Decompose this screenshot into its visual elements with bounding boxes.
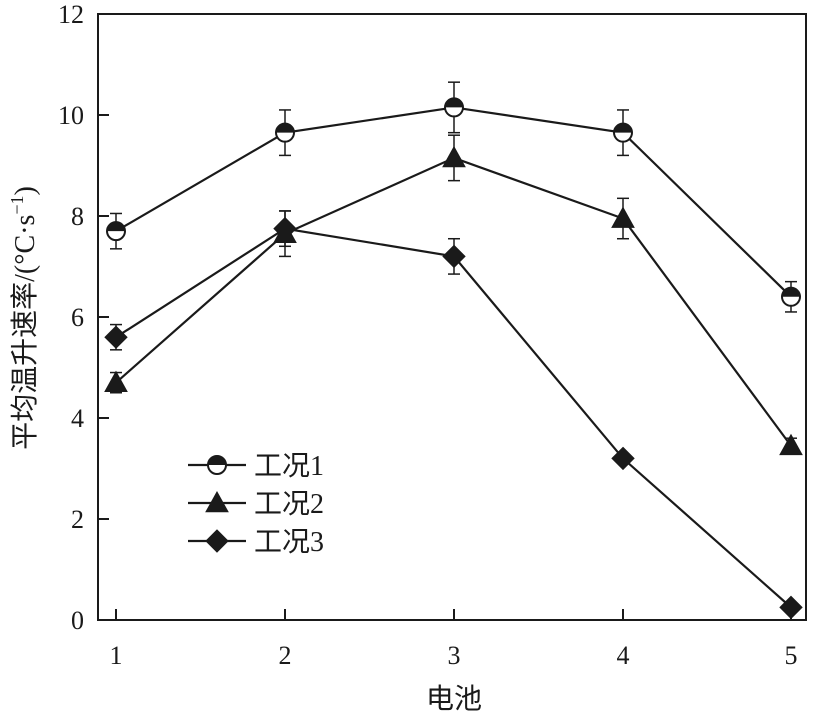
marker-diamond <box>273 216 297 241</box>
y-tick-label: 6 <box>71 303 84 332</box>
data-point <box>275 122 295 143</box>
data-point <box>613 122 633 143</box>
series-1 <box>106 81 801 313</box>
y-tick-label: 12 <box>58 0 84 29</box>
x-tick-label: 1 <box>110 641 123 670</box>
marker-diamond <box>611 446 635 471</box>
data-point <box>273 216 297 241</box>
marker-triangle <box>104 370 128 392</box>
marker-triangle <box>779 433 803 456</box>
y-tick-label: 10 <box>58 101 84 130</box>
data-point <box>611 206 635 228</box>
x-tick-label: 3 <box>448 641 461 670</box>
data-point <box>104 370 128 392</box>
y-tick-label: 8 <box>71 202 84 231</box>
y-axis-title-close: ) <box>10 186 41 195</box>
legend-label: 工况1 <box>254 451 324 482</box>
marker-diamond <box>205 529 229 553</box>
series-layer <box>104 81 803 620</box>
legend-marker <box>205 529 229 553</box>
data-point <box>781 286 801 307</box>
x-tick-label: 5 <box>785 641 798 670</box>
legend-marker <box>205 490 229 513</box>
marker-circle-fill <box>614 123 632 133</box>
legend-label: 工况3 <box>254 527 324 558</box>
marker-diamond <box>442 244 466 269</box>
series-3 <box>104 210 803 620</box>
y-tick-label: 4 <box>71 404 84 433</box>
marker-diamond <box>779 595 803 620</box>
legend: 工况1 工况2 工况3 <box>188 451 324 558</box>
y-axis-title-sup: −1 <box>7 195 27 214</box>
marker-circle-fill <box>107 222 125 232</box>
y-axis-title: 平均温升速率/(°C·s−1) <box>7 186 41 450</box>
data-point <box>442 244 466 269</box>
data-point <box>779 595 803 620</box>
series-line <box>115 156 792 447</box>
legend-entry-3: 工况3 <box>188 527 324 558</box>
data-point <box>106 221 126 242</box>
marker-triangle <box>442 145 466 168</box>
y-tick-label: 0 <box>71 606 84 635</box>
data-point <box>442 145 466 168</box>
legend-entry-2: 工况2 <box>188 489 324 520</box>
y-axis-title-main: 平均温升速率/(°C·s <box>9 215 41 450</box>
legend-label: 工况2 <box>254 489 324 520</box>
x-tick-label: 2 <box>279 641 292 670</box>
legend-entry-1: 工况1 <box>188 451 324 482</box>
marker-circle-fill <box>276 123 294 133</box>
marker-triangle <box>611 206 635 228</box>
marker-circle-fill <box>445 98 463 108</box>
series-2 <box>104 134 803 456</box>
marker-diamond <box>104 325 128 349</box>
marker-circle-fill <box>782 287 800 297</box>
data-point <box>444 97 464 118</box>
data-point <box>611 446 635 471</box>
y-tick-label: 2 <box>71 505 84 534</box>
marker-triangle <box>205 490 229 513</box>
x-tick-label: 4 <box>617 641 630 670</box>
data-point <box>779 433 803 456</box>
legend-marker <box>207 455 227 475</box>
marker-circle-fill <box>208 456 226 465</box>
data-point <box>104 325 128 349</box>
x-axis-title: 电池 <box>426 683 482 715</box>
